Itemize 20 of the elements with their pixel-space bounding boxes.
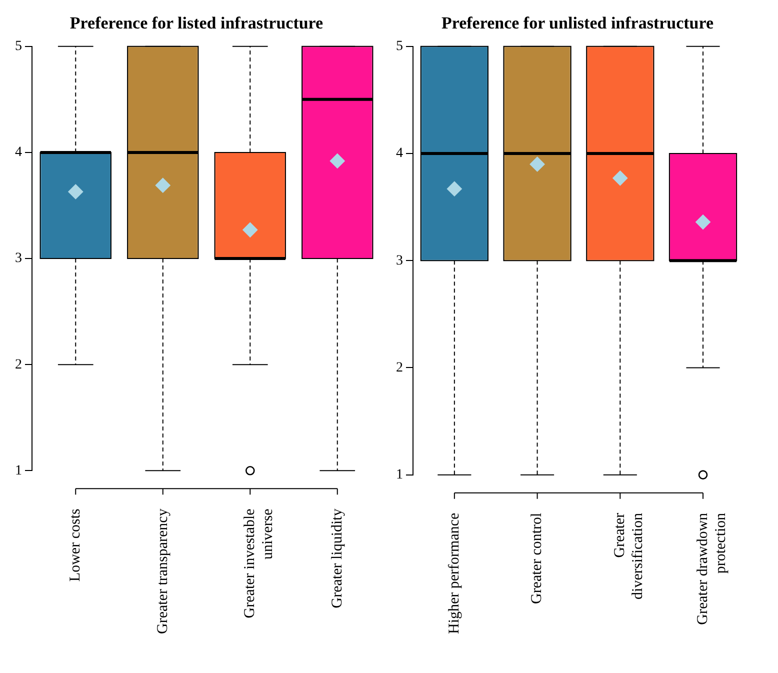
x-tick-label: Greater control bbox=[529, 512, 546, 604]
y-tick-label: 5 bbox=[396, 39, 403, 54]
chart-title: Preference for listed infrastructure bbox=[70, 14, 324, 33]
x-tick-label: Lower costs bbox=[68, 508, 84, 582]
x-tick-label: Greater transparency bbox=[154, 508, 171, 634]
x-tick-label: Greater diversification bbox=[612, 512, 646, 600]
chart-title: Preference for unlisted infrastructure bbox=[441, 14, 714, 33]
x-tick-label: Greater investable universe bbox=[242, 508, 276, 618]
y-tick-label: 2 bbox=[15, 357, 22, 372]
y-tick-label: 3 bbox=[396, 253, 403, 268]
x-tick-label: Higher performance bbox=[446, 512, 462, 634]
y-tick-label: 3 bbox=[15, 251, 22, 266]
y-tick-label: 1 bbox=[15, 463, 22, 478]
y-tick-label: 2 bbox=[396, 360, 403, 376]
x-tick-label: Greater liquidity bbox=[329, 508, 346, 608]
y-tick-label: 4 bbox=[396, 146, 403, 162]
y-tick-label: 5 bbox=[15, 39, 22, 54]
x-tick-label: Greater drawdown protection bbox=[694, 512, 729, 625]
y-tick-label: 1 bbox=[396, 467, 403, 482]
y-tick-label: 4 bbox=[15, 145, 22, 160]
